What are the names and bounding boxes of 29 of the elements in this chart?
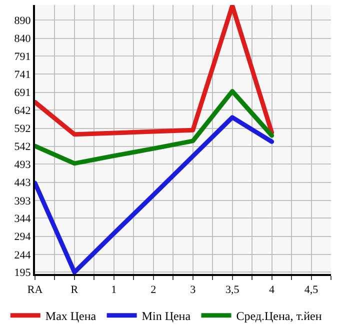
- y-tick-label: 642: [14, 104, 31, 117]
- y-tick-label: 592: [14, 123, 31, 136]
- y-tick-label: 393: [14, 195, 32, 208]
- y-tick-label: 840: [14, 33, 32, 46]
- legend-label: Сред.Цена, т.йен: [236, 309, 322, 324]
- legend-label: Min Цена: [142, 309, 192, 324]
- line-series: [35, 115, 274, 274]
- y-tick-label: 791: [14, 50, 31, 63]
- x-tick-label: 1: [111, 284, 117, 296]
- y-tick-label: 890: [14, 15, 32, 28]
- x-tick-label: RA: [27, 284, 43, 296]
- x-tick-label: 4,5: [304, 284, 319, 296]
- y-tick-label: 244: [14, 249, 32, 262]
- line-series: [35, 89, 274, 166]
- y-tick-label: 493: [14, 159, 32, 171]
- x-tick-label: 3: [190, 284, 196, 296]
- x-tick-label: 4: [269, 284, 276, 296]
- y-tick-label: 344: [14, 213, 32, 226]
- y-tick-label: 443: [14, 177, 32, 190]
- y-tick-label: 195: [14, 267, 32, 280]
- y-tick-label: 741: [14, 69, 31, 82]
- legend-label: Max Цена: [45, 309, 97, 324]
- x-tick-label: 2: [150, 284, 156, 296]
- y-tick-label: 691: [14, 87, 31, 100]
- y-tick-label: 542: [14, 141, 31, 154]
- line-series: [35, 5, 274, 137]
- x-tick-label: R: [70, 284, 79, 296]
- y-tick-label: 294: [14, 231, 32, 244]
- x-tick-label: 3,5: [225, 284, 240, 296]
